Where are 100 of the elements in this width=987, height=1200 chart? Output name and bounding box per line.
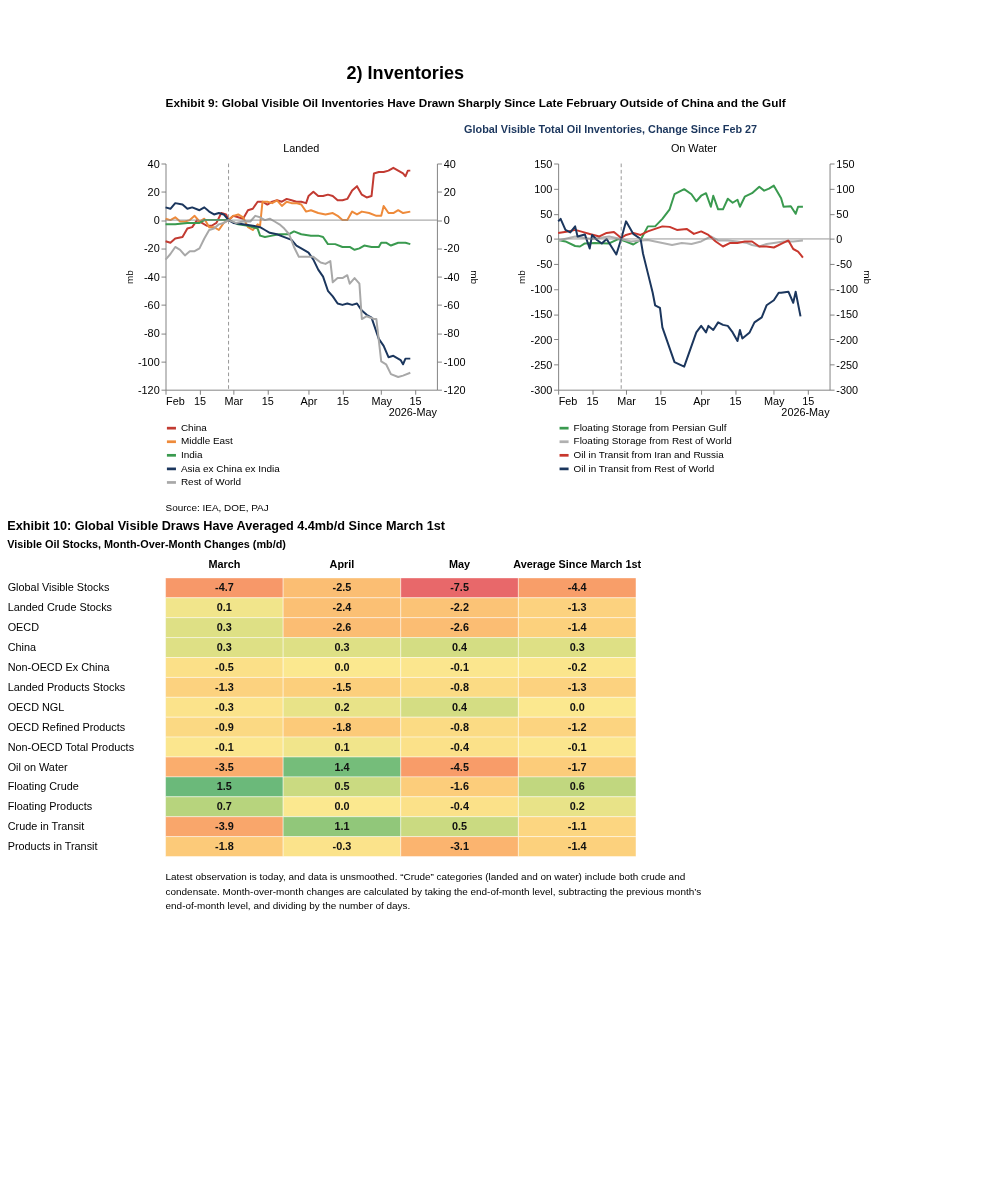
y2-tick-label: -150	[836, 308, 859, 321]
data-label: -1.5	[332, 680, 352, 693]
legend-label: China	[180, 421, 208, 433]
y-tick-label: China	[7, 641, 37, 654]
data-label: -0.1	[450, 661, 469, 674]
y2-tick-label: -250	[836, 358, 859, 371]
x-tick-label: Apr	[300, 394, 318, 407]
y2-axis-title: mb	[861, 270, 873, 285]
y2-tick-label: 20	[443, 185, 456, 198]
data-label: -0.9	[215, 720, 234, 733]
data-label: -0.5	[215, 661, 234, 674]
x-tick-label: March	[208, 558, 241, 571]
data-label: 0.0	[569, 700, 585, 713]
data-label: 1.1	[334, 820, 350, 833]
y-tick-label: 20	[147, 185, 160, 198]
y2-tick-label: -100	[836, 283, 859, 296]
data-label: 0.1	[216, 601, 232, 614]
legend-label: India	[180, 449, 203, 461]
y-tick-label: OECD	[7, 621, 40, 634]
y-tick-label: 0	[546, 233, 553, 246]
data-label: -2.6	[450, 621, 469, 634]
y-tick-label: -250	[530, 358, 553, 371]
data-label: -0.1	[567, 740, 587, 753]
data-label: 0.6	[569, 780, 585, 793]
y2-tick-label: 40	[443, 157, 456, 170]
legend-label: Rest of World	[180, 476, 241, 488]
data-label: -0.3	[332, 840, 352, 853]
y-tick-label: Landed Products Stocks	[7, 680, 126, 693]
data-label: 0.0	[334, 661, 350, 674]
x-tick-label: 15	[193, 394, 206, 407]
y-tick-label: -100	[530, 283, 553, 296]
data-label: -1.3	[567, 680, 587, 693]
x-tick-label: Average Since March 1st	[513, 558, 642, 571]
x-tick-label: 15	[409, 394, 422, 407]
data-label: 0.4	[452, 700, 468, 713]
data-label: 0.3	[569, 641, 585, 654]
data-label: -1.8	[215, 840, 234, 853]
x-tick-label: Feb	[166, 394, 185, 407]
data-label: -4.4	[567, 581, 587, 594]
data-label: 0.2	[569, 800, 585, 813]
y2-tick-label: -80	[443, 327, 460, 340]
data-label: 0.1	[334, 740, 350, 753]
chart-title: Landed	[283, 141, 320, 154]
line-series	[557, 235, 804, 248]
y-tick-label: -200	[530, 333, 553, 346]
x-tick-label: Apr	[693, 394, 711, 407]
x-tick-label: 15	[729, 394, 742, 407]
data-label: -3.5	[215, 760, 234, 773]
x-tick-label: 15	[336, 394, 349, 407]
chart-title: Exhibit 10: Global Visible Draws Have Averaged 4.4mb/d Since March 1st	[7, 518, 446, 533]
data-label: -7.5	[450, 581, 469, 594]
y-tick-label: OECD Refined Products	[7, 720, 126, 733]
y-tick-label: Non-OECD Total Products	[7, 740, 135, 753]
x-tick-label: 15	[654, 394, 667, 407]
y2-tick-label: 0	[443, 214, 450, 227]
data-label: -0.2	[567, 661, 587, 674]
legend-label: Floating Storage from Persian Gulf	[573, 421, 727, 433]
data-label: 0.0	[334, 800, 350, 813]
y-tick-label: -80	[143, 327, 160, 340]
y-tick-label: Crude in Transit	[7, 820, 85, 833]
x-tick-label: 15	[586, 394, 599, 407]
data-label: -0.3	[215, 700, 234, 713]
data-label: -0.4	[450, 740, 469, 753]
line-series	[557, 217, 802, 368]
legend-label: Asia ex China ex India	[180, 462, 281, 474]
data-label: 0.7	[216, 800, 232, 813]
data-label: -1.2	[567, 720, 587, 733]
x-tick-label: 15	[802, 394, 815, 407]
y2-tick-label: 50	[836, 207, 849, 220]
data-label: 0.2	[334, 700, 350, 713]
y-tick-label: Floating Products	[7, 800, 93, 813]
data-label: -4.5	[450, 760, 469, 773]
y2-axis-title: mb	[468, 270, 480, 285]
y-tick-label: Landed Crude Stocks	[7, 601, 113, 614]
y2-tick-label: 150	[836, 157, 855, 170]
data-label: 0.3	[216, 621, 232, 634]
legend-label: Oil in Transit from Rest of World	[573, 462, 715, 474]
text: 2026-May	[781, 405, 831, 418]
data-label: -3.9	[215, 820, 234, 833]
data-label: -1.3	[567, 601, 587, 614]
data-label: -2.6	[332, 621, 352, 634]
y-tick-label: OECD NGL	[7, 700, 65, 713]
data-label: -2.2	[450, 601, 469, 614]
y-tick-label: 150	[534, 157, 553, 170]
x-tick-label: April	[329, 558, 355, 571]
y2-tick-label: -60	[443, 298, 460, 311]
y2-tick-label: 100	[836, 182, 855, 195]
y-tick-label: -50	[536, 258, 553, 271]
y-tick-label: Non-OECD Ex China	[7, 661, 111, 674]
y-tick-label: -150	[530, 308, 553, 321]
data-label: -2.5	[332, 581, 352, 594]
chart-title: On Water	[670, 141, 718, 154]
y2-tick-label: -40	[443, 270, 460, 283]
y-tick-label: 0	[153, 214, 160, 227]
y-tick-label: Global Visible Stocks	[7, 581, 110, 594]
data-label: -1.3	[215, 680, 234, 693]
data-label: 0.4	[452, 641, 468, 654]
line-series	[557, 225, 804, 259]
data-label: 0.3	[216, 641, 232, 654]
data-label: -1.7	[567, 760, 587, 773]
